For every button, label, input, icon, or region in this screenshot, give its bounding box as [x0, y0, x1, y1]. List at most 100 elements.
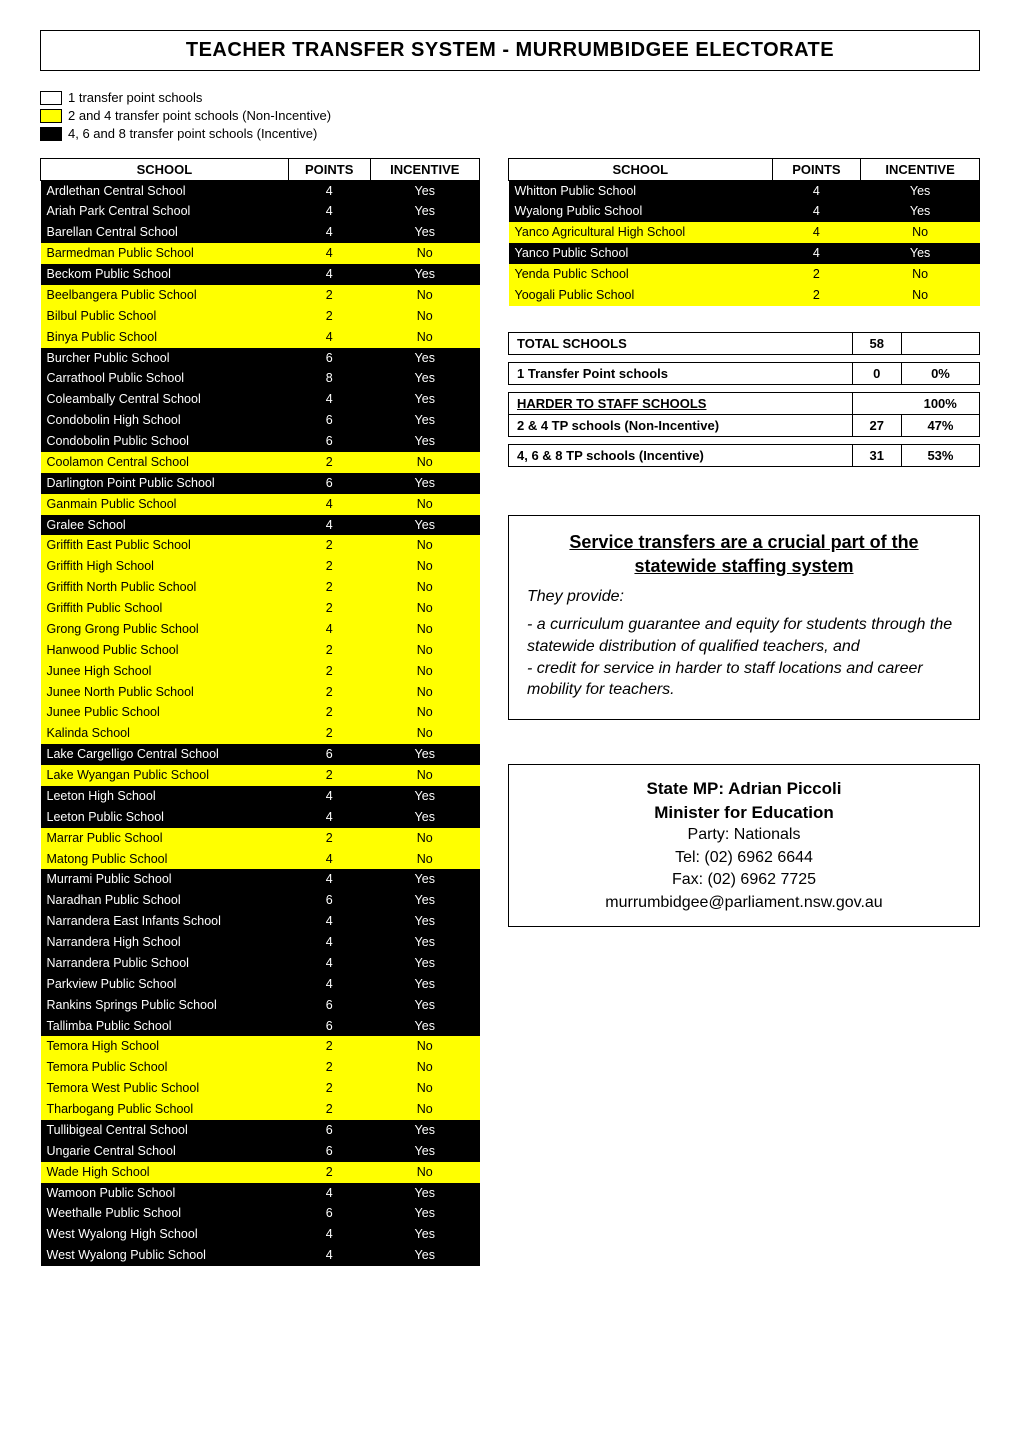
school-points: 4 — [288, 1183, 370, 1204]
mp-party: Party: Nationals — [525, 824, 963, 846]
school-incentive: No — [370, 306, 480, 327]
summary-nonincentive-pct: 47% — [901, 414, 979, 436]
school-name: Darlington Point Public School — [41, 473, 289, 494]
school-points: 2 — [288, 640, 370, 661]
mp-name: State MP: Adrian Piccoli — [525, 777, 963, 801]
school-points: 2 — [288, 1057, 370, 1078]
school-name: Carrathool Public School — [41, 368, 289, 389]
table-row: Bilbul Public School2No — [41, 306, 480, 327]
table-row: Beckom Public School4Yes — [41, 264, 480, 285]
table-row: Narrandera East Infants School4Yes — [41, 911, 480, 932]
school-points: 6 — [288, 473, 370, 494]
school-name: Junee North Public School — [41, 682, 289, 703]
table-row: Lake Cargelligo Central School6Yes — [41, 744, 480, 765]
school-incentive: Yes — [370, 410, 480, 431]
school-points: 2 — [288, 1078, 370, 1099]
school-incentive: Yes — [370, 953, 480, 974]
table-row: Hanwood Public School2No — [41, 640, 480, 661]
table-row: Kalinda School2No — [41, 723, 480, 744]
school-name: Griffith East Public School — [41, 535, 289, 556]
school-points: 2 — [288, 577, 370, 598]
table-row: Marrar Public School2No — [41, 828, 480, 849]
school-name: Matong Public School — [41, 849, 289, 870]
legend-swatch — [40, 127, 62, 141]
table-row: Junee High School2No — [41, 661, 480, 682]
table-row: West Wyalong Public School4Yes — [41, 1245, 480, 1266]
school-points: 2 — [288, 1162, 370, 1183]
summary-total-label: TOTAL SCHOOLS — [509, 332, 853, 354]
school-incentive: No — [370, 556, 480, 577]
table-row: Binya Public School4No — [41, 327, 480, 348]
school-points: 4 — [288, 222, 370, 243]
school-incentive: No — [861, 264, 980, 285]
school-points: 4 — [772, 243, 861, 264]
school-incentive: Yes — [370, 431, 480, 452]
school-name: Hanwood Public School — [41, 640, 289, 661]
school-name: Weethalle Public School — [41, 1203, 289, 1224]
summary-onetp-pct: 0% — [901, 362, 979, 384]
table-row: Narrandera Public School4Yes — [41, 953, 480, 974]
school-points: 4 — [288, 494, 370, 515]
table-row: Tharbogang Public School2No — [41, 1099, 480, 1120]
table-row: Yanco Agricultural High School4No — [509, 222, 980, 243]
school-name: Marrar Public School — [41, 828, 289, 849]
table-row: Tallimba Public School6Yes — [41, 1016, 480, 1037]
school-points: 2 — [288, 661, 370, 682]
school-incentive: No — [370, 849, 480, 870]
school-incentive: Yes — [370, 786, 480, 807]
school-points: 4 — [288, 201, 370, 222]
school-points: 8 — [288, 368, 370, 389]
school-incentive: Yes — [861, 180, 980, 201]
school-incentive: Yes — [370, 1183, 480, 1204]
school-incentive: Yes — [370, 869, 480, 890]
summary-incentive-row: 4, 6 & 8 TP schools (Incentive) 31 53% — [509, 444, 980, 466]
school-points: 2 — [288, 285, 370, 306]
table-row: Darlington Point Public School6Yes — [41, 473, 480, 494]
column-right: SCHOOL POINTS INCENTIVE Whitton Public S… — [508, 158, 980, 927]
school-name: West Wyalong Public School — [41, 1245, 289, 1266]
school-name: Temora High School — [41, 1036, 289, 1057]
school-points: 4 — [288, 243, 370, 264]
mp-fax: Fax: (02) 6962 7725 — [525, 869, 963, 891]
table-row: Narrandera High School4Yes — [41, 932, 480, 953]
summary-harder-row: HARDER TO STAFF SCHOOLS 100% — [509, 392, 980, 414]
summary-incentive-pct: 53% — [901, 444, 979, 466]
school-points: 4 — [772, 201, 861, 222]
summary-total-value: 58 — [852, 332, 901, 354]
school-incentive: No — [370, 285, 480, 306]
school-name: Lake Cargelligo Central School — [41, 744, 289, 765]
table-row: Temora Public School2No — [41, 1057, 480, 1078]
legend-item: 2 and 4 transfer point schools (Non-Ince… — [40, 107, 980, 125]
legend-swatch — [40, 109, 62, 123]
table-row: Leeton Public School4Yes — [41, 807, 480, 828]
school-points: 6 — [288, 410, 370, 431]
school-incentive: Yes — [370, 1016, 480, 1037]
school-name: Yanco Agricultural High School — [509, 222, 773, 243]
school-name: Narrandera East Infants School — [41, 911, 289, 932]
school-incentive: Yes — [370, 1245, 480, 1266]
school-incentive: No — [370, 1078, 480, 1099]
header-points: POINTS — [288, 158, 370, 180]
school-points: 2 — [288, 828, 370, 849]
school-name: Naradhan Public School — [41, 890, 289, 911]
table-row: Carrathool Public School8Yes — [41, 368, 480, 389]
school-name: Ganmain Public School — [41, 494, 289, 515]
school-incentive: Yes — [370, 1120, 480, 1141]
school-incentive: No — [370, 723, 480, 744]
table-row: Wade High School2No — [41, 1162, 480, 1183]
school-name: Wade High School — [41, 1162, 289, 1183]
table-row: Whitton Public School4Yes — [509, 180, 980, 201]
school-incentive: No — [370, 702, 480, 723]
school-points: 6 — [288, 1141, 370, 1162]
school-name: Tullibigeal Central School — [41, 1120, 289, 1141]
mp-title: Minister for Education — [525, 801, 963, 825]
table-row: Ganmain Public School4No — [41, 494, 480, 515]
title-box: TEACHER TRANSFER SYSTEM - MURRUMBIDGEE E… — [40, 30, 980, 71]
school-points: 4 — [288, 869, 370, 890]
legend-label: 2 and 4 transfer point schools (Non-Ince… — [68, 107, 331, 125]
school-points: 2 — [772, 285, 861, 306]
summary-onetp-row: 1 Transfer Point schools 0 0% — [509, 362, 980, 384]
school-points: 4 — [288, 974, 370, 995]
school-name: Murrami Public School — [41, 869, 289, 890]
school-points: 6 — [288, 1016, 370, 1037]
